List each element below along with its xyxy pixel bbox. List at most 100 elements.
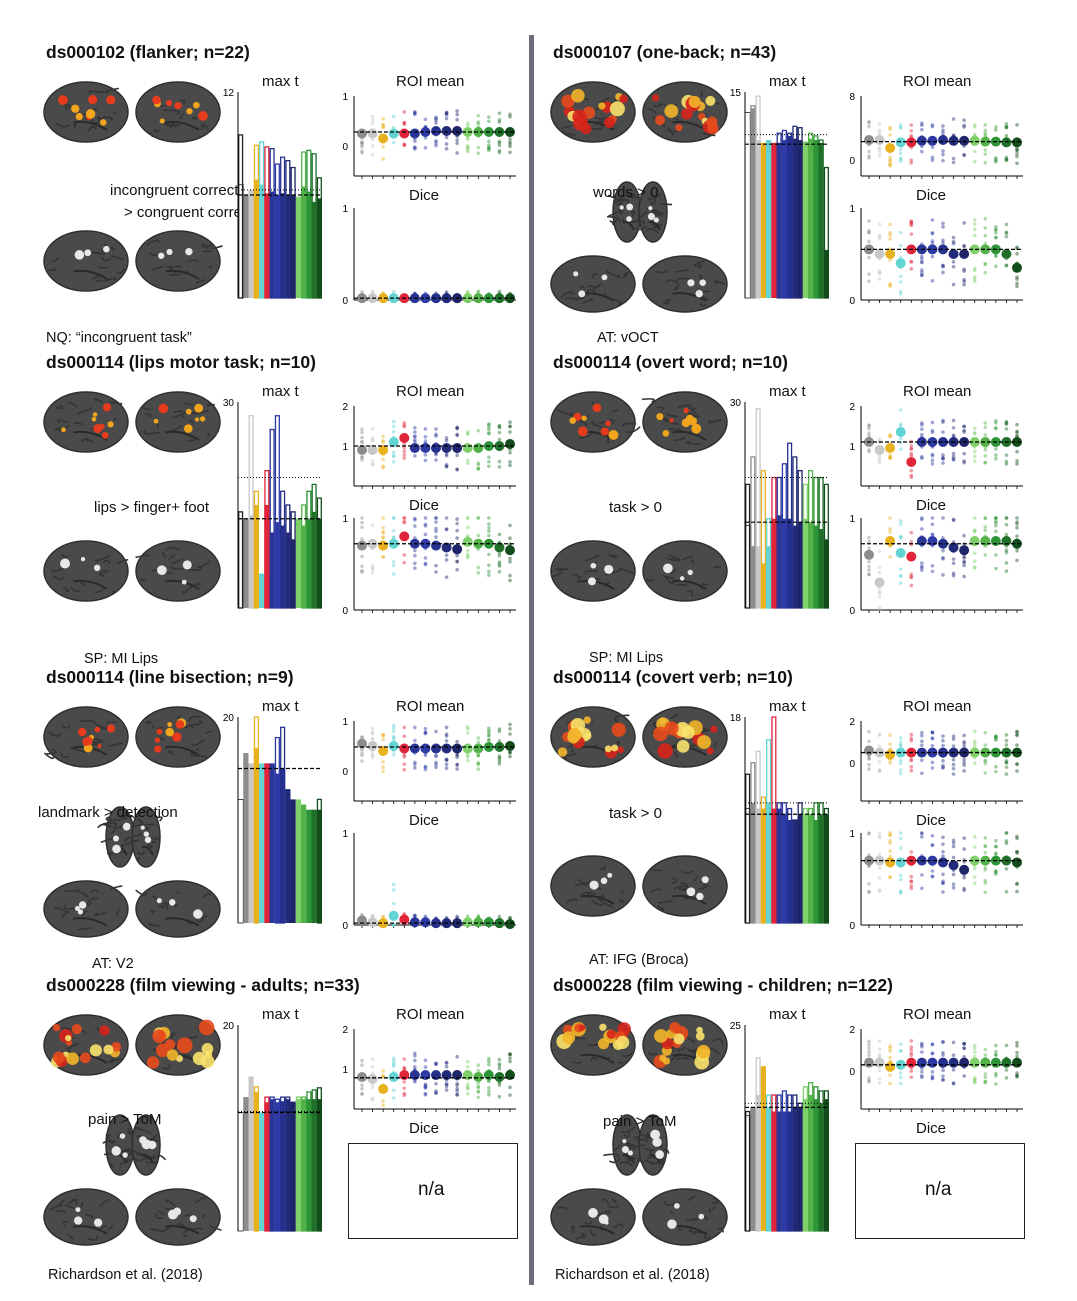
roi-mean-dot [885,749,896,760]
dice-subject-dot [402,520,407,525]
dice-subject-dot [898,567,903,571]
roi-ymid-label: 0 [849,1067,855,1078]
dice-subject-dot [951,260,956,264]
roi-subject-dot [465,1085,470,1089]
dice-subject-dot [994,516,998,520]
roi-subject-dot [1004,124,1009,129]
max-t-outline-bar [823,1090,829,1232]
dice-subject-dot [888,237,892,241]
roi-mean-dot [927,747,938,758]
max-t-bar [295,518,301,608]
roi-subject-dot [1004,125,1009,130]
max-t-chart: 20 [223,713,322,924]
dice-subject-dot [941,221,945,226]
max-t-outline-bar [818,139,824,299]
dice-subject-dot [497,553,502,558]
dice-subject-dot [930,874,935,879]
roi-subject-dot [465,731,470,735]
dice-mean-dot [420,293,431,304]
dice-subject-dot [867,564,871,569]
roi-subject-dot [444,135,449,140]
roi-subject-dot [962,123,966,128]
roi-subject-dot [1004,453,1009,457]
roi-subject-dot [951,156,956,161]
roi-subject-dot [867,124,871,129]
dice-subject-dot [423,522,428,527]
dice-subject-dot [1004,569,1009,573]
roi-mean-label: ROI mean [396,73,465,90]
max-t-bar [766,802,772,923]
roi-subject-dot [941,158,945,163]
roi-subject-dot [381,733,385,737]
max-t-outline-bar [818,802,824,924]
roi-subject-dot [381,759,385,764]
roi-subject-dot [444,732,449,736]
roi-subject-dot [434,1061,438,1066]
roi-subject-dot [1004,459,1009,464]
roi-subject-dot [413,1079,417,1084]
roi-subject-dot [413,760,417,765]
dice-subject-dot [951,844,956,849]
max-t-bar [813,525,819,608]
max-t-chart: 12 [223,88,322,299]
roi-subject-dot [455,151,459,155]
dice-subject-dot [877,271,882,276]
roi-subject-dot [877,768,882,772]
roi-subject-dot [413,738,417,743]
roi-subject-dot [497,150,502,155]
roi-subject-dot [370,137,375,142]
roi-subject-dot [434,427,438,431]
roi-subject-dot [497,1057,502,1062]
dice-ymax-label: 1 [849,514,855,525]
contrast-label: task > 0 [609,499,662,516]
dice-subject-dot [888,530,892,534]
dice-subject-dot [994,225,998,229]
max-t-outline-bar [311,153,317,299]
roi-subject-dot [508,1056,512,1060]
roi-subject-dot [909,765,914,769]
roi-subject-dot [888,158,892,163]
max-t-bar [290,1102,296,1231]
roi-mean-dot [378,1084,389,1094]
roi-subject-dot [360,143,364,147]
max-t-bar [808,138,814,298]
max-t-outline-bar [264,146,270,299]
max-t-bar [301,525,307,608]
roi-subject-dot [898,1049,903,1053]
dice-subject-dot [994,872,998,876]
dice-subject-dot [888,833,892,838]
max-t-bar [243,518,249,608]
roi-subject-dot [370,1096,375,1101]
dice-mean-dot [927,536,938,546]
roi-subject-dot [497,755,502,760]
max-t-bar [264,763,270,923]
roi-subject-dot [1004,772,1009,776]
dice-ymin-label: 0 [849,921,855,932]
dice-subject-dot [920,831,924,835]
dice-subject-dot [972,528,977,533]
roi-mean-label: ROI mean [396,698,465,715]
roi-subject-dot [930,123,935,127]
dice-subject-dot [941,264,945,269]
roi-subject-dot [508,463,512,468]
panel-title: ds000107 (one-back; n=43) [553,42,777,62]
roi-subject-dot [962,757,966,762]
roi-subject-dot [444,1064,449,1069]
dice-subject-dot [909,219,914,223]
dice-subject-dot [962,847,966,851]
max-t-bar [755,1095,761,1231]
max-t-bar [813,820,819,923]
dice-subject-dot [909,222,914,226]
max-t-outline-bar [311,1089,317,1232]
dice-subject-dot [391,923,396,927]
roi-subject-dot [983,460,988,465]
roi-subject-dot [476,120,481,124]
max-t-outline-bar [745,773,751,924]
dice-mean-dot [431,540,441,551]
roi-subject-dot [920,1043,924,1047]
max-t-outline-bar [797,802,803,924]
roi-subject-dot [972,1050,977,1054]
roi-mean-dot [969,1057,980,1068]
roi-subject-dot [920,730,924,735]
dice-subject-dot [1015,834,1019,839]
